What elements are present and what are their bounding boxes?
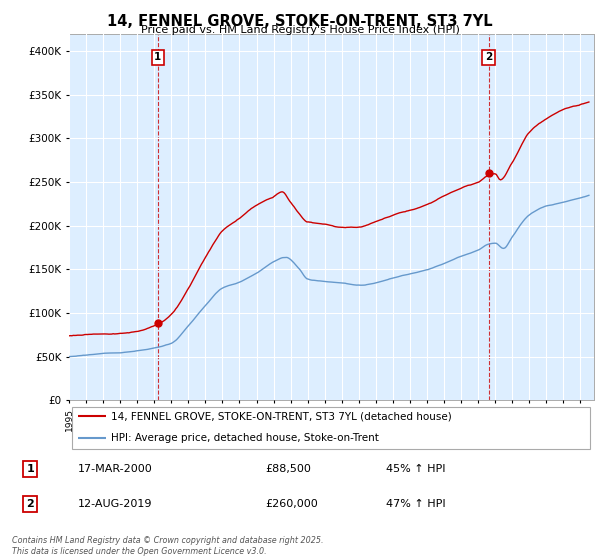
Text: 1: 1 xyxy=(154,53,161,63)
Text: Price paid vs. HM Land Registry's House Price Index (HPI): Price paid vs. HM Land Registry's House … xyxy=(140,25,460,35)
Text: 12-AUG-2019: 12-AUG-2019 xyxy=(78,499,153,509)
Text: 47% ↑ HPI: 47% ↑ HPI xyxy=(386,499,446,509)
FancyBboxPatch shape xyxy=(71,407,590,449)
Text: 2: 2 xyxy=(485,53,492,63)
Text: £260,000: £260,000 xyxy=(265,499,318,509)
Text: 45% ↑ HPI: 45% ↑ HPI xyxy=(386,464,446,474)
Text: HPI: Average price, detached house, Stoke-on-Trent: HPI: Average price, detached house, Stok… xyxy=(111,433,379,443)
Text: 14, FENNEL GROVE, STOKE-ON-TRENT, ST3 7YL: 14, FENNEL GROVE, STOKE-ON-TRENT, ST3 7Y… xyxy=(107,14,493,29)
Text: £88,500: £88,500 xyxy=(265,464,311,474)
Text: 17-MAR-2000: 17-MAR-2000 xyxy=(78,464,153,474)
Text: 14, FENNEL GROVE, STOKE-ON-TRENT, ST3 7YL (detached house): 14, FENNEL GROVE, STOKE-ON-TRENT, ST3 7Y… xyxy=(111,412,452,421)
Text: Contains HM Land Registry data © Crown copyright and database right 2025.
This d: Contains HM Land Registry data © Crown c… xyxy=(12,536,323,556)
Text: 2: 2 xyxy=(26,499,34,509)
Text: 1: 1 xyxy=(26,464,34,474)
